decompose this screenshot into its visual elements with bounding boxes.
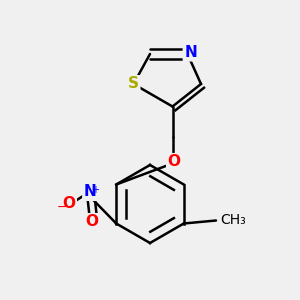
Text: N: N: [84, 184, 96, 200]
Text: O: O: [62, 196, 76, 211]
Text: −: −: [57, 200, 67, 214]
Text: O: O: [85, 214, 98, 230]
Text: N: N: [184, 45, 197, 60]
Text: O: O: [167, 154, 181, 169]
Text: S: S: [128, 76, 139, 92]
Text: CH₃: CH₃: [220, 214, 246, 227]
Text: +: +: [92, 185, 99, 195]
